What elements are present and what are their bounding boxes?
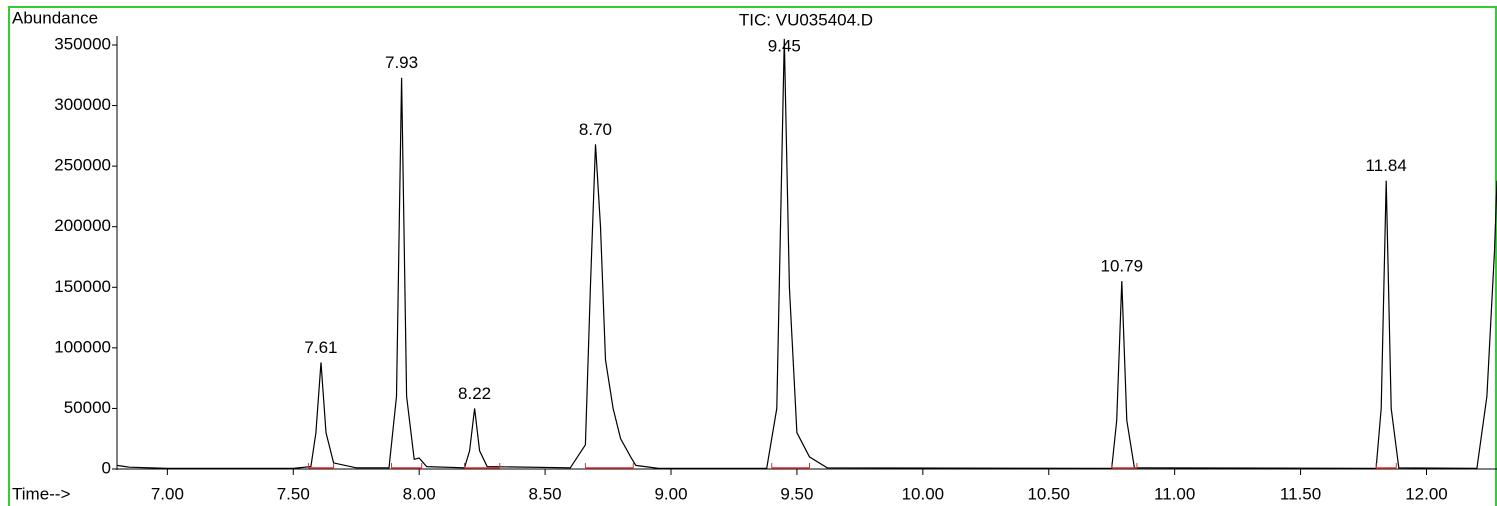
x-tick-label: 7.50 — [277, 484, 310, 503]
x-tick-label: 8.50 — [529, 484, 562, 503]
y-tick-label: 350000 — [54, 34, 111, 53]
x-tick-label: 7.00 — [151, 484, 184, 503]
y-axis-label: Abundance — [12, 8, 98, 27]
x-tick-label: 9.00 — [654, 484, 687, 503]
peak-label: 8.22 — [458, 384, 491, 403]
y-tick-label: 100000 — [54, 337, 111, 356]
x-tick-label: 10.00 — [902, 484, 945, 503]
peak-label: 9.45 — [768, 36, 801, 55]
y-tick-label: 50000 — [64, 398, 111, 417]
y-tick-label: 250000 — [54, 156, 111, 175]
y-tick-label: 200000 — [54, 216, 111, 235]
peak-label: 8.70 — [579, 120, 612, 139]
x-tick-label: 11.50 — [1280, 484, 1321, 503]
chart-title: TIC: VU035404.D — [739, 10, 873, 29]
peak-label: 11.84 — [1366, 156, 1407, 175]
trace — [116, 38, 1497, 470]
x-tick-label: 8.00 — [403, 484, 436, 503]
y-tick-label: 0 — [102, 458, 111, 477]
peak-label: 10.79 — [1101, 257, 1144, 276]
x-axis-label: Time--> — [12, 484, 70, 503]
y-tick-label: 300000 — [54, 95, 111, 114]
y-tick-label: 150000 — [54, 277, 111, 296]
x-tick-label: 11.00 — [1154, 484, 1195, 503]
x-tick-label: 12.00 — [1405, 484, 1448, 503]
x-tick-label: 10.50 — [1027, 484, 1070, 503]
peak-label: 7.61 — [304, 338, 337, 357]
peak-label: 7.93 — [385, 53, 418, 72]
x-tick-label: 9.50 — [780, 484, 813, 503]
